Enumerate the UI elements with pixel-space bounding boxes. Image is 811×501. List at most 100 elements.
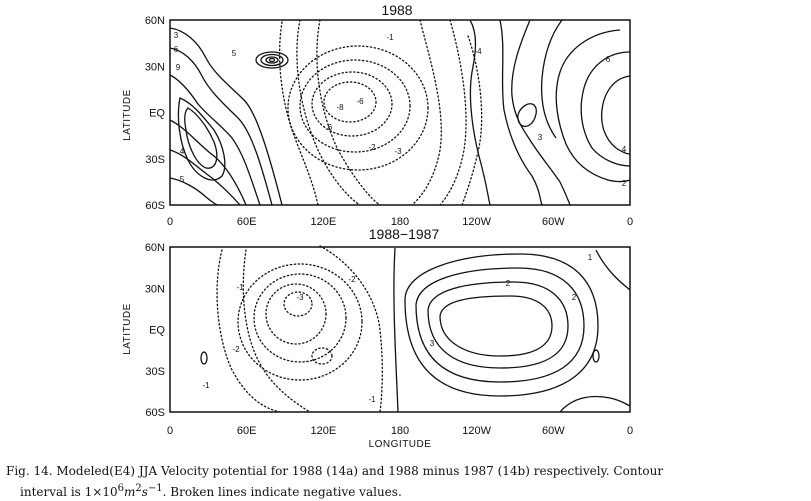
x-tick-label: 60E bbox=[237, 425, 257, 437]
contour-solid bbox=[580, 51, 631, 167]
panel-1988-contour-labels: 3 6 9 5 -1 -4 -6 -8 -2 -3 6 4 5 3 6 4 2 bbox=[174, 31, 627, 188]
contour-solid bbox=[555, 29, 631, 183]
contour-label: 3 bbox=[430, 339, 435, 348]
panel-diff-title: 1988−1987 bbox=[369, 226, 440, 242]
contour-solid bbox=[393, 247, 399, 413]
panel-1988-y-tick-labels: 60N 30N EQ 30S 60S bbox=[145, 15, 166, 212]
contour-label: -8 bbox=[336, 103, 344, 112]
caption-exponent-neg1: −1 bbox=[147, 483, 163, 494]
x-tick-label: 120E bbox=[310, 425, 336, 437]
contour-solid bbox=[200, 351, 208, 365]
contour-solid bbox=[268, 57, 276, 63]
contour-solid bbox=[511, 19, 571, 206]
x-tick-label: 0 bbox=[167, 425, 173, 437]
contour-label: 6 bbox=[328, 123, 333, 132]
panel-1988: 1988 60N 30N EQ 30S 60S 0 60E 120E 180 120W 60W 0 … bbox=[122, 2, 633, 228]
contour-label: 3 bbox=[538, 133, 543, 142]
y-tick-label: 30S bbox=[145, 366, 165, 378]
contour-label: 3 bbox=[174, 31, 179, 40]
y-tick-label: 60N bbox=[145, 15, 165, 27]
y-tick-label: 30N bbox=[145, 283, 165, 295]
contour-dotted bbox=[242, 249, 311, 413]
contour-solid bbox=[184, 107, 218, 169]
caption-exponent-6: 6 bbox=[117, 483, 124, 494]
contour-dotted bbox=[439, 19, 467, 206]
contour-solid bbox=[592, 349, 600, 363]
x-tick-label: 120E bbox=[310, 216, 336, 228]
contour-solid bbox=[499, 19, 543, 206]
caption-line-2-prefix: interval is 1×10 bbox=[20, 485, 118, 499]
contour-solid bbox=[427, 281, 569, 369]
x-tick-label: 0 bbox=[627, 425, 633, 437]
x-tick-label: 0 bbox=[167, 216, 173, 228]
panel-diff-contour-labels: -1 -1 -2 -3 -2 -1 2 3 2 1 bbox=[202, 253, 592, 404]
contour-solid bbox=[260, 53, 284, 67]
y-tick-label: EQ bbox=[149, 325, 165, 337]
y-tick-label: 30S bbox=[145, 154, 165, 166]
x-tick-label: 120W bbox=[462, 425, 491, 437]
contour-label: -2 bbox=[348, 275, 356, 284]
contour-dotted bbox=[411, 19, 442, 206]
contour-solid bbox=[540, 19, 563, 139]
panel-diff-y-axis-label: LATITUDE bbox=[122, 303, 133, 355]
panel-diff-x-tick-labels: 0 60E 120E 180 120W 60W 0 bbox=[167, 425, 633, 437]
x-tick-label: 0 bbox=[627, 216, 633, 228]
contour-solid bbox=[169, 47, 273, 206]
contour-label: 4 bbox=[622, 145, 627, 154]
contour-dotted bbox=[296, 19, 361, 206]
panel-1988-minus-1987: 1988−1987 60N 30N EQ 30S 60S 0 60E 120E 180 120W… bbox=[122, 226, 633, 450]
caption-exponent-2: 2 bbox=[135, 483, 142, 494]
x-tick-label: 180 bbox=[391, 425, 409, 437]
contour-label: -4 bbox=[474, 47, 482, 56]
contour-label: 6 bbox=[606, 55, 611, 64]
contour-dotted bbox=[283, 291, 313, 317]
contour-label: -1 bbox=[236, 283, 244, 292]
contour-dotted bbox=[287, 45, 429, 171]
contour-dotted bbox=[278, 21, 319, 206]
contour-dotted bbox=[253, 273, 347, 363]
contour-dotted bbox=[299, 59, 411, 153]
contour-solid bbox=[517, 103, 537, 128]
panel-diff-x-axis-label: LONGITUDE bbox=[369, 439, 432, 450]
panel-1988-title: 1988 bbox=[381, 2, 412, 18]
contour-solid bbox=[169, 74, 261, 206]
contour-label: 2 bbox=[622, 179, 627, 188]
contour-dotted bbox=[323, 81, 377, 123]
contour-label: -1 bbox=[368, 395, 376, 404]
contour-solid bbox=[595, 249, 631, 291]
contour-label: -2 bbox=[232, 345, 240, 354]
contour-label: 1 bbox=[588, 253, 593, 262]
y-tick-label: 30N bbox=[145, 61, 165, 73]
caption-line-1: Fig. 14. Modeled(E4) JJA Velocity potent… bbox=[6, 464, 664, 478]
contour-solid bbox=[600, 75, 631, 155]
y-tick-label: EQ bbox=[149, 108, 165, 120]
panel-1988-y-axis-label: LATITUDE bbox=[122, 89, 133, 141]
contour-solid bbox=[169, 27, 283, 206]
x-tick-label: 180 bbox=[391, 216, 409, 228]
contour-dotted bbox=[319, 245, 383, 413]
caption-unit-s: s bbox=[141, 485, 148, 499]
contour-label: 4 bbox=[180, 147, 185, 156]
caption-line-2-suffix: . Broken lines indicate negative values. bbox=[162, 485, 402, 499]
contour-label: 5 bbox=[180, 175, 185, 184]
contour-label: 6 bbox=[174, 45, 179, 54]
contour-label: 5 bbox=[232, 49, 237, 58]
x-tick-label: 60E bbox=[237, 216, 257, 228]
panel-1988-contours bbox=[169, 19, 631, 206]
contour-label: -1 bbox=[202, 381, 210, 390]
panel-1988-x-tick-labels: 0 60E 120E 180 120W 60W 0 bbox=[167, 216, 633, 228]
contour-solid bbox=[469, 19, 491, 206]
contour-solid bbox=[415, 267, 585, 383]
panel-diff-y-tick-labels: 60N 30N EQ 30S 60S bbox=[145, 242, 166, 419]
contour-solid bbox=[169, 119, 247, 206]
contour-label: 2 bbox=[506, 279, 511, 288]
contour-dotted bbox=[265, 283, 327, 345]
contour-dotted bbox=[316, 19, 381, 206]
contour-solid bbox=[439, 295, 553, 357]
contour-label: 2 bbox=[572, 293, 577, 302]
contour-label: -6 bbox=[356, 97, 364, 106]
contour-dotted bbox=[311, 347, 333, 365]
contour-solid bbox=[265, 56, 279, 64]
panel-1988-frame bbox=[169, 19, 631, 206]
